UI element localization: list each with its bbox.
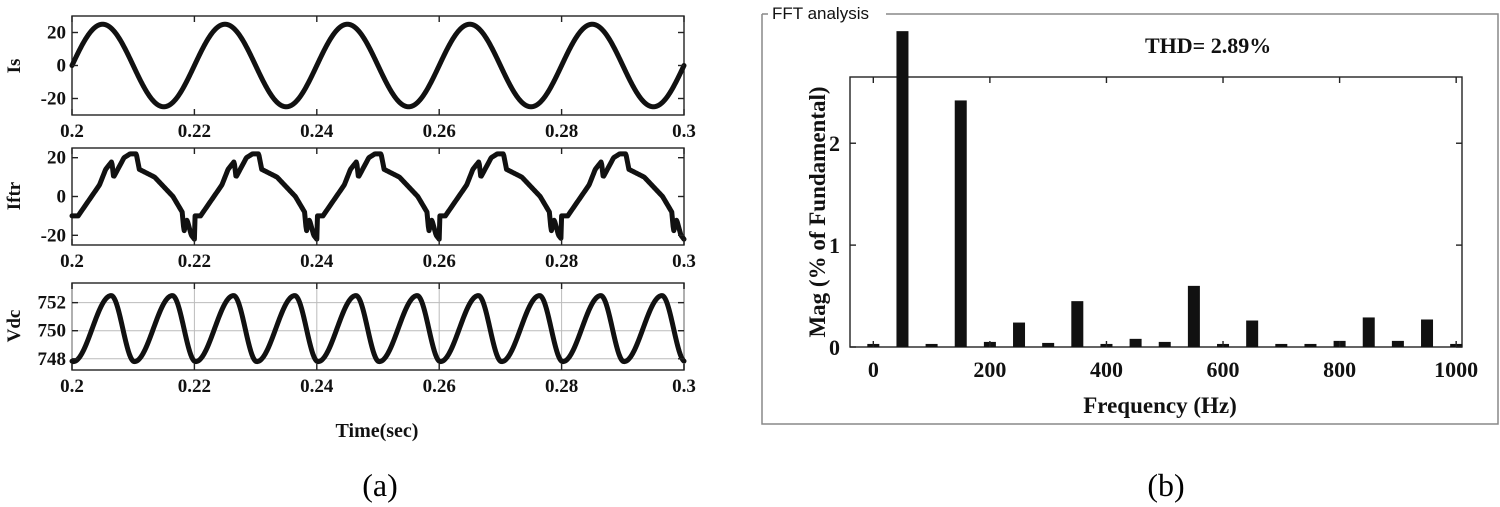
is-xtick-label: 0.22 [178,121,211,142]
fft-bar [1013,322,1026,347]
fft-ytick-label: 2 [829,131,840,156]
iftr-plot: Iftr 20 0 -20 0.2 0.22 0.24 0.26 0.28 0.3 [4,147,696,272]
vdc-xtick-label: 0.26 [423,376,456,397]
fft-bar [1042,342,1055,347]
fft-bar [1158,341,1171,347]
iftr-xtick-label: 0.2 [60,251,84,272]
is-xtick-label: 0.24 [300,121,334,142]
fft-ylabel: Mag (% of Fundamental) [805,86,830,337]
fft-bar [1275,343,1288,347]
fft-xtick-label: 800 [1323,357,1356,382]
vdc-ytick-label: 752 [38,293,67,314]
fft-bar [1187,285,1200,347]
fft-xtick-label: 0 [868,357,879,382]
fft-group: FFT analysis 0 1 2 0 200 400 600 800 1000 THD= … [761,4,1499,425]
vdc-ytick-label: 748 [38,349,67,370]
is-xtick-label: 0.3 [672,121,696,142]
vdc-xtick-label: 0.3 [672,376,696,397]
is-ytick-label: 0 [57,56,67,77]
vdc-waveform [69,293,687,365]
vdc-xtick-label: 0.24 [300,376,334,397]
caption-a: (a) [362,467,398,503]
is-ylabel: Is [4,59,25,74]
is-ytick-label: 20 [47,23,66,44]
fft-bar [954,100,967,348]
fft-group-border [761,13,1499,425]
fft-xtick-label: 600 [1207,357,1240,382]
fft-ytick-label: 0 [829,335,840,360]
fft-bar [1391,340,1404,347]
iftr-ytick-label: 20 [47,148,66,169]
fft-bar [1246,320,1259,347]
vdc-ylabel: Vdc [4,310,25,343]
iftr-ylabel: Iftr [4,181,25,210]
fft-ytick-label: 1 [829,233,840,258]
caption-b: (b) [1147,467,1184,503]
fft-bar [1129,338,1142,347]
is-ytick-label: -20 [41,89,66,110]
fft-bar [1362,317,1375,347]
fft-xlabel: Frequency (Hz) [1083,393,1237,418]
is-xtick-label: 0.28 [545,121,578,142]
iftr-waveform [69,151,687,242]
fft-xtick-label: 400 [1090,357,1123,382]
iftr-plot-frame [71,147,685,246]
is-plot: Is 20 0 -20 0.2 0.22 0.24 0.26 0.28 0.3 [4,15,696,142]
vdc-xtick-label: 0.22 [178,376,211,397]
fft-group-title: FFT analysis [772,4,869,23]
fft-bar [1304,343,1317,347]
iftr-xtick-label: 0.22 [178,251,211,272]
vdc-ytick-label: 750 [38,321,67,342]
iftr-xtick-label: 0.26 [423,251,456,272]
fft-bar [1071,301,1084,347]
iftr-ytick-label: -20 [41,225,66,246]
is-waveform [69,21,687,110]
iftr-xtick-label: 0.3 [672,251,696,272]
iftr-ytick-label: 0 [57,187,67,208]
is-xtick-label: 0.2 [60,121,84,142]
fft-plot-frame [849,76,1463,348]
time-xlabel: Time(sec) [336,420,419,442]
vdc-xtick-label: 0.2 [60,376,84,397]
fft-xtick-label: 1000 [1434,357,1478,382]
iftr-xtick-label: 0.28 [545,251,578,272]
is-xtick-label: 0.26 [423,121,456,142]
vdc-plot: Vdc 752 750 748 0.2 0.22 0.24 0.26 0.28 0.3 [4,282,696,397]
fft-xtick-label: 200 [973,357,1006,382]
fft-bar [925,343,938,347]
thd-annotation: THD= 2.89% [1145,33,1271,58]
fft-bar [896,31,909,348]
vdc-xtick-label: 0.28 [545,376,578,397]
iftr-xtick-label: 0.24 [300,251,334,272]
fft-bar [1421,319,1434,347]
